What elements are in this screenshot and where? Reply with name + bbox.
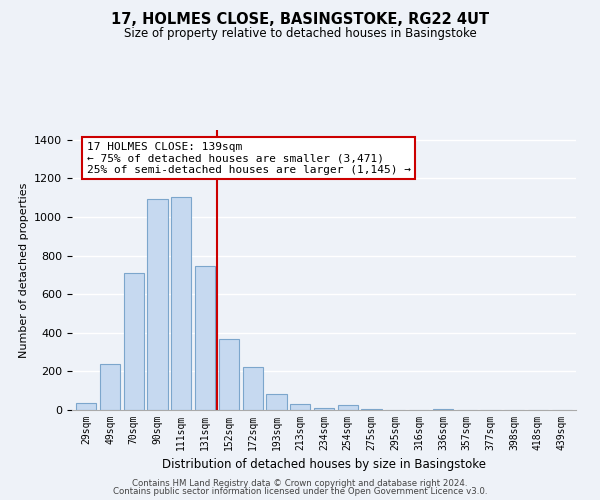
Bar [76, 403, 97, 410]
Bar [195, 266, 215, 410]
Y-axis label: Number of detached properties: Number of detached properties [19, 182, 29, 358]
Text: 17, HOLMES CLOSE, BASINGSTOKE, RG22 4UT: 17, HOLMES CLOSE, BASINGSTOKE, RG22 4UT [111, 12, 489, 28]
Bar [266, 394, 287, 410]
Bar [171, 196, 191, 410]
Bar [148, 198, 167, 410]
Bar [242, 366, 263, 410]
Bar [219, 338, 239, 410]
Bar [290, 404, 310, 410]
Bar [124, 273, 144, 410]
Text: Size of property relative to detached houses in Basingstoke: Size of property relative to detached ho… [124, 28, 476, 40]
X-axis label: Distribution of detached houses by size in Basingstoke: Distribution of detached houses by size … [162, 458, 486, 471]
Text: Contains HM Land Registry data © Crown copyright and database right 2024.: Contains HM Land Registry data © Crown c… [132, 478, 468, 488]
Text: 17 HOLMES CLOSE: 139sqm
← 75% of detached houses are smaller (3,471)
25% of semi: 17 HOLMES CLOSE: 139sqm ← 75% of detache… [87, 142, 411, 175]
Text: Contains public sector information licensed under the Open Government Licence v3: Contains public sector information licen… [113, 487, 487, 496]
Bar [314, 408, 334, 410]
Bar [433, 409, 453, 410]
Bar [361, 409, 382, 410]
Bar [100, 364, 120, 410]
Bar [338, 405, 358, 410]
